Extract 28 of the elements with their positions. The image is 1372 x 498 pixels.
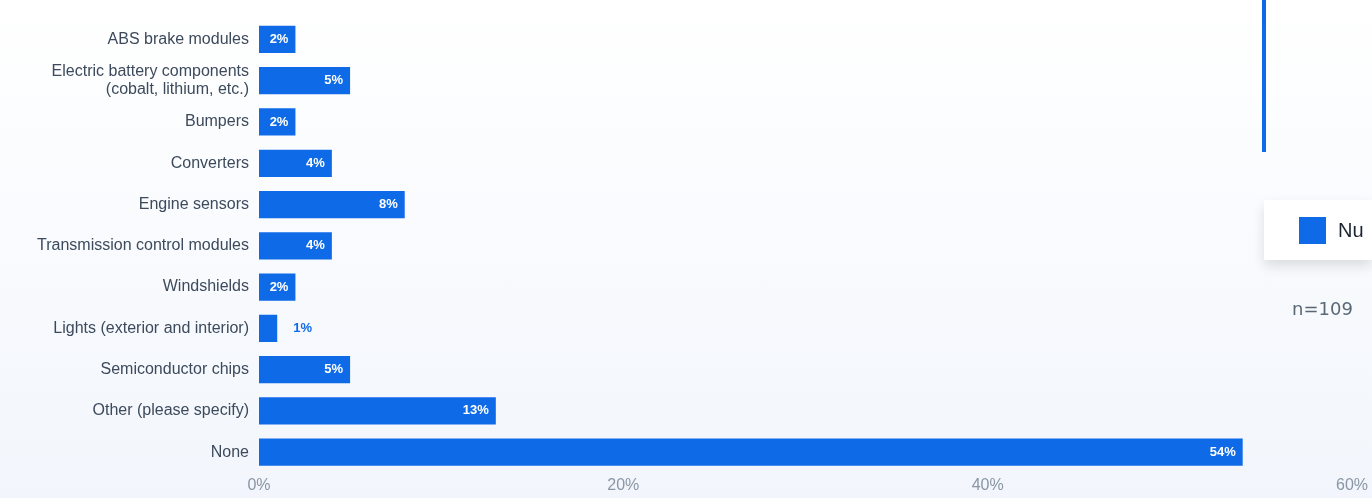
text: 13% xyxy=(462,402,489,418)
text: 5% xyxy=(324,361,344,377)
text: 8% xyxy=(378,196,398,212)
y-tick-label: Semiconductor chips xyxy=(100,360,249,378)
y-tick-label: None xyxy=(210,442,250,460)
text: 4% xyxy=(306,237,325,253)
y-tick-label: Electric battery components (cobalt, lithium, etc.) xyxy=(51,62,249,97)
y-tick-label: Lights (exterior and interior) xyxy=(53,318,249,336)
y-tick-label: Windshields xyxy=(162,277,249,295)
y-tick-label: Bumpers xyxy=(184,112,249,130)
text: 2% xyxy=(269,113,289,129)
y-tick-label: Transmission control modules xyxy=(37,236,249,254)
text: 4% xyxy=(306,154,325,170)
text: 2% xyxy=(269,278,289,294)
legend-label: Nu xyxy=(1338,218,1364,242)
x-tick-label: 0% xyxy=(247,475,271,493)
y-tick-label: ABS brake modules xyxy=(107,29,249,47)
x-tick-label: 20% xyxy=(607,475,640,493)
y-tick-label: Converters xyxy=(170,153,249,171)
y-tick-label: Other (please specify) xyxy=(92,401,249,419)
x-tick-label: 40% xyxy=(971,475,1004,493)
y-tick-label: Engine sensors xyxy=(138,194,249,212)
x-tick-label: 60% xyxy=(1335,475,1369,493)
text: 1% xyxy=(293,319,313,335)
annotation: n=109 xyxy=(1292,298,1353,319)
text: 5% xyxy=(324,72,344,88)
text: 54% xyxy=(1209,443,1236,459)
text: 2% xyxy=(269,31,289,47)
